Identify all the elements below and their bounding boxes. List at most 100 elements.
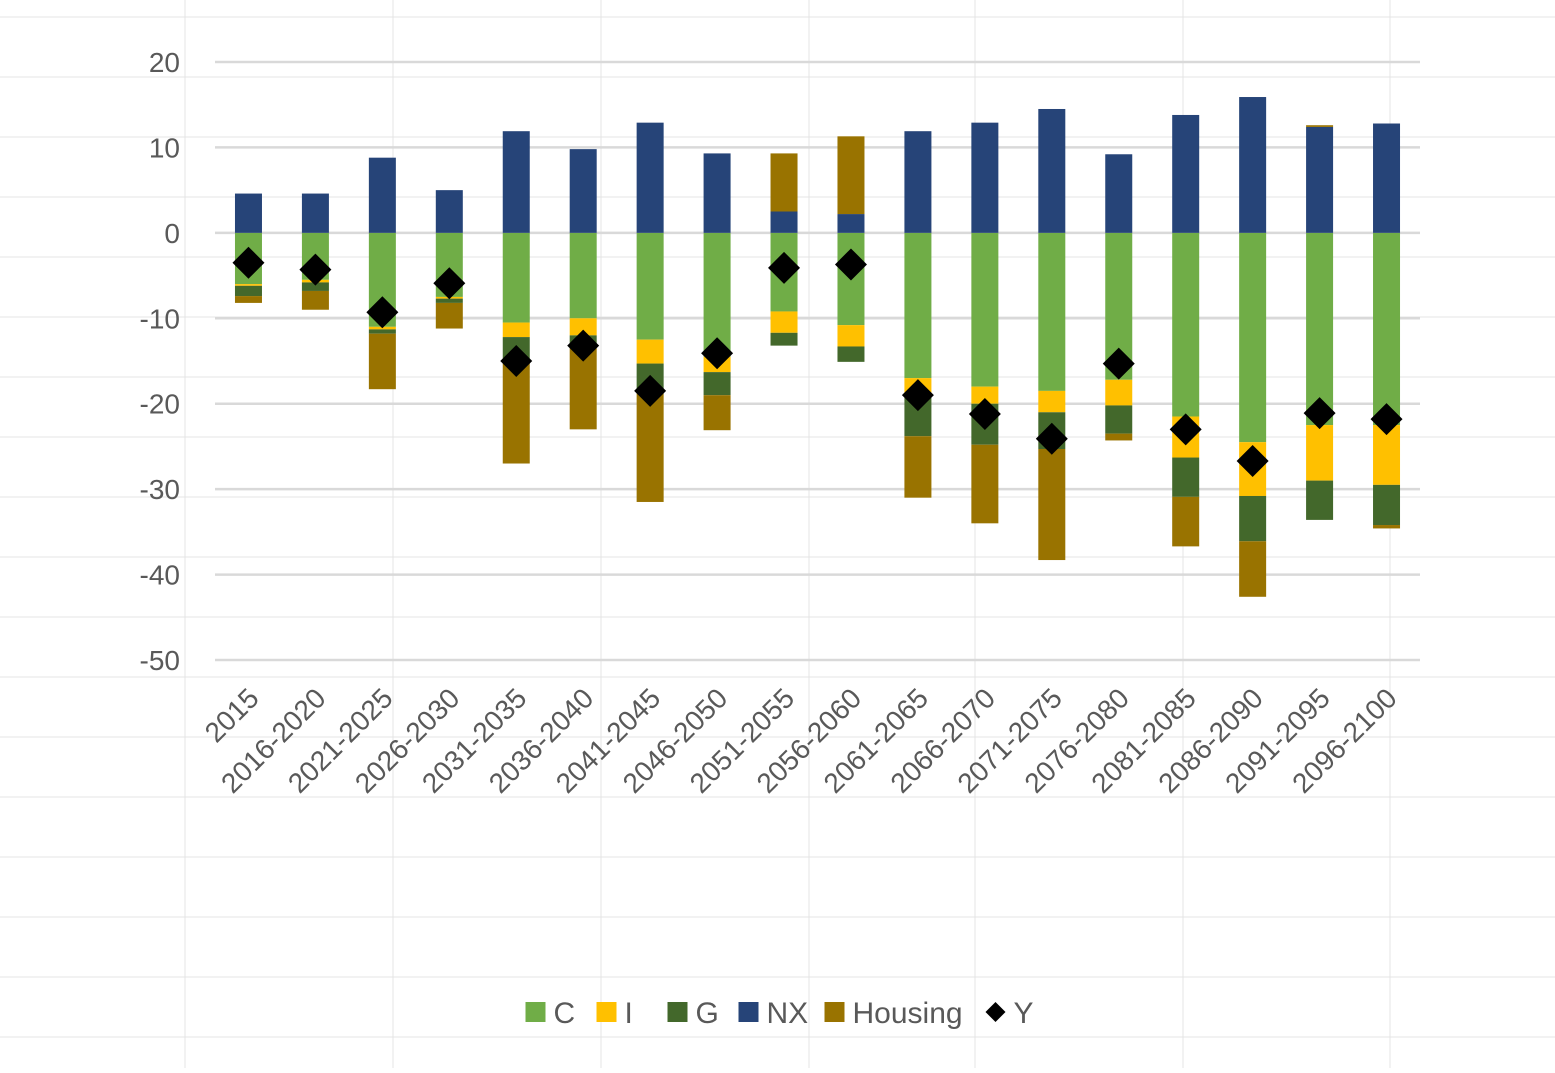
y-marker	[701, 337, 734, 370]
bar-segment-i	[636, 339, 664, 364]
bar-segment-housing	[368, 333, 396, 390]
bar-segment-housing	[904, 436, 932, 498]
legend-swatch-c	[525, 1002, 546, 1022]
legend-swatch-i	[596, 1002, 617, 1022]
bar-segment-nx	[1373, 123, 1401, 233]
bar-segment-nx	[301, 193, 329, 233]
bar-segment-nx	[636, 122, 664, 233]
bar-segment-housing	[837, 136, 865, 215]
y-marker	[901, 379, 934, 412]
bar-segment-nx	[1306, 126, 1334, 233]
bar-segment-c	[1172, 232, 1200, 417]
bar-segment-nx	[435, 190, 463, 233]
bar-segment-nx	[703, 153, 731, 233]
bar-segment-nx	[904, 131, 932, 233]
y-marker	[1035, 422, 1068, 455]
bar-segment-i	[502, 322, 530, 338]
bar-segment-i	[1105, 379, 1133, 406]
bar-segment-housing	[770, 153, 798, 212]
y-marker	[768, 251, 801, 284]
legend-label: I	[625, 997, 633, 1030]
legend-label: G	[696, 997, 719, 1030]
bar-segment-nx	[502, 131, 530, 233]
y-marker	[232, 246, 265, 279]
bar-segment-housing	[569, 348, 597, 430]
bar-segment-i	[1038, 390, 1066, 413]
y-tick-label: 20	[149, 47, 180, 78]
bar-segment-g	[837, 346, 865, 362]
y-marker	[500, 345, 533, 377]
y-marker	[1303, 397, 1336, 430]
y-tick-label: -20	[140, 389, 180, 420]
y-tick-label: -30	[140, 474, 180, 505]
bar-segment-nx	[234, 193, 262, 233]
bar-segment-g	[234, 285, 262, 297]
bar-segment-g	[703, 372, 731, 396]
bar-segment-nx	[770, 211, 798, 233]
bar-segment-nx	[569, 149, 597, 233]
bar-segment-c	[1306, 232, 1334, 426]
y-marker	[634, 374, 667, 407]
bar-segment-g	[368, 329, 396, 334]
bar-segment-housing	[1105, 433, 1133, 441]
bar-segment-g	[1172, 457, 1200, 497]
y-tick-label: -50	[140, 645, 180, 676]
y-marker	[834, 248, 867, 281]
bar-segment-housing	[1306, 125, 1334, 127]
bar-segment-c	[971, 232, 999, 387]
bar-segment-g	[1306, 480, 1334, 520]
bar-segment-nx	[971, 122, 999, 233]
legend-swatch-housing	[824, 1002, 845, 1022]
bar-segment-c	[904, 232, 932, 379]
bar-segment-housing	[636, 390, 664, 502]
legend-label: Housing	[853, 997, 963, 1030]
y-marker	[433, 267, 466, 300]
legend-swatch-g	[667, 1002, 688, 1022]
bar-segment-c	[502, 232, 530, 323]
bar-segment-housing	[1172, 496, 1200, 547]
bar-segment-housing	[1038, 448, 1066, 561]
y-marker	[366, 296, 399, 329]
bar-segment-g	[1373, 484, 1401, 526]
bar-segment-i	[837, 325, 865, 347]
y-marker	[1370, 403, 1403, 436]
x-axis-tick-labels: 20152016-20202021-20252026-20302031-2035…	[199, 682, 1403, 799]
y-tick-label: 0	[164, 218, 180, 249]
y-tick-label: -40	[140, 560, 180, 591]
bar-segment-nx	[837, 214, 865, 233]
bar-segment-g	[770, 332, 798, 346]
y-gridlines	[215, 60, 1420, 662]
bar-segment-housing	[435, 302, 463, 329]
bar-segment-i	[234, 284, 262, 286]
bar-segment-g	[1105, 405, 1133, 434]
y-marker	[299, 253, 332, 286]
bar-segment-i	[569, 318, 597, 336]
bar-segment-c	[1373, 232, 1401, 426]
bar-segment-housing	[971, 444, 999, 524]
legend-swatch-nx	[738, 1002, 759, 1022]
y-marker	[1102, 347, 1135, 380]
bar-segment-g	[435, 298, 463, 303]
bar-segment-nx	[1172, 114, 1200, 233]
bar-segment-nx	[1239, 97, 1267, 233]
bar-segment-housing	[703, 395, 731, 431]
bar-segment-i	[770, 311, 798, 333]
legend-label: NX	[767, 997, 809, 1030]
y-axis-tick-labels: 20 10 0 -10 -20 -30 -40 -50	[140, 47, 180, 676]
y-marker	[1169, 413, 1202, 446]
bar-segment-housing	[234, 296, 262, 303]
bar-segment-g	[301, 282, 329, 291]
bar-segment-housing	[301, 290, 329, 310]
bar-segment-nx	[368, 157, 396, 233]
stacked-bars	[234, 97, 1401, 597]
bar-segment-i	[971, 386, 999, 404]
y-tick-label: 10	[149, 132, 180, 163]
legend-swatch-y	[985, 1002, 1006, 1022]
bar-segment-nx	[1105, 154, 1133, 233]
bar-segment-housing	[1239, 541, 1267, 597]
legend-label: Y	[1014, 997, 1034, 1030]
legend: C I G NX Housing Y	[525, 997, 1034, 1030]
legend-label: C	[554, 997, 576, 1030]
y-markers	[232, 246, 1403, 477]
